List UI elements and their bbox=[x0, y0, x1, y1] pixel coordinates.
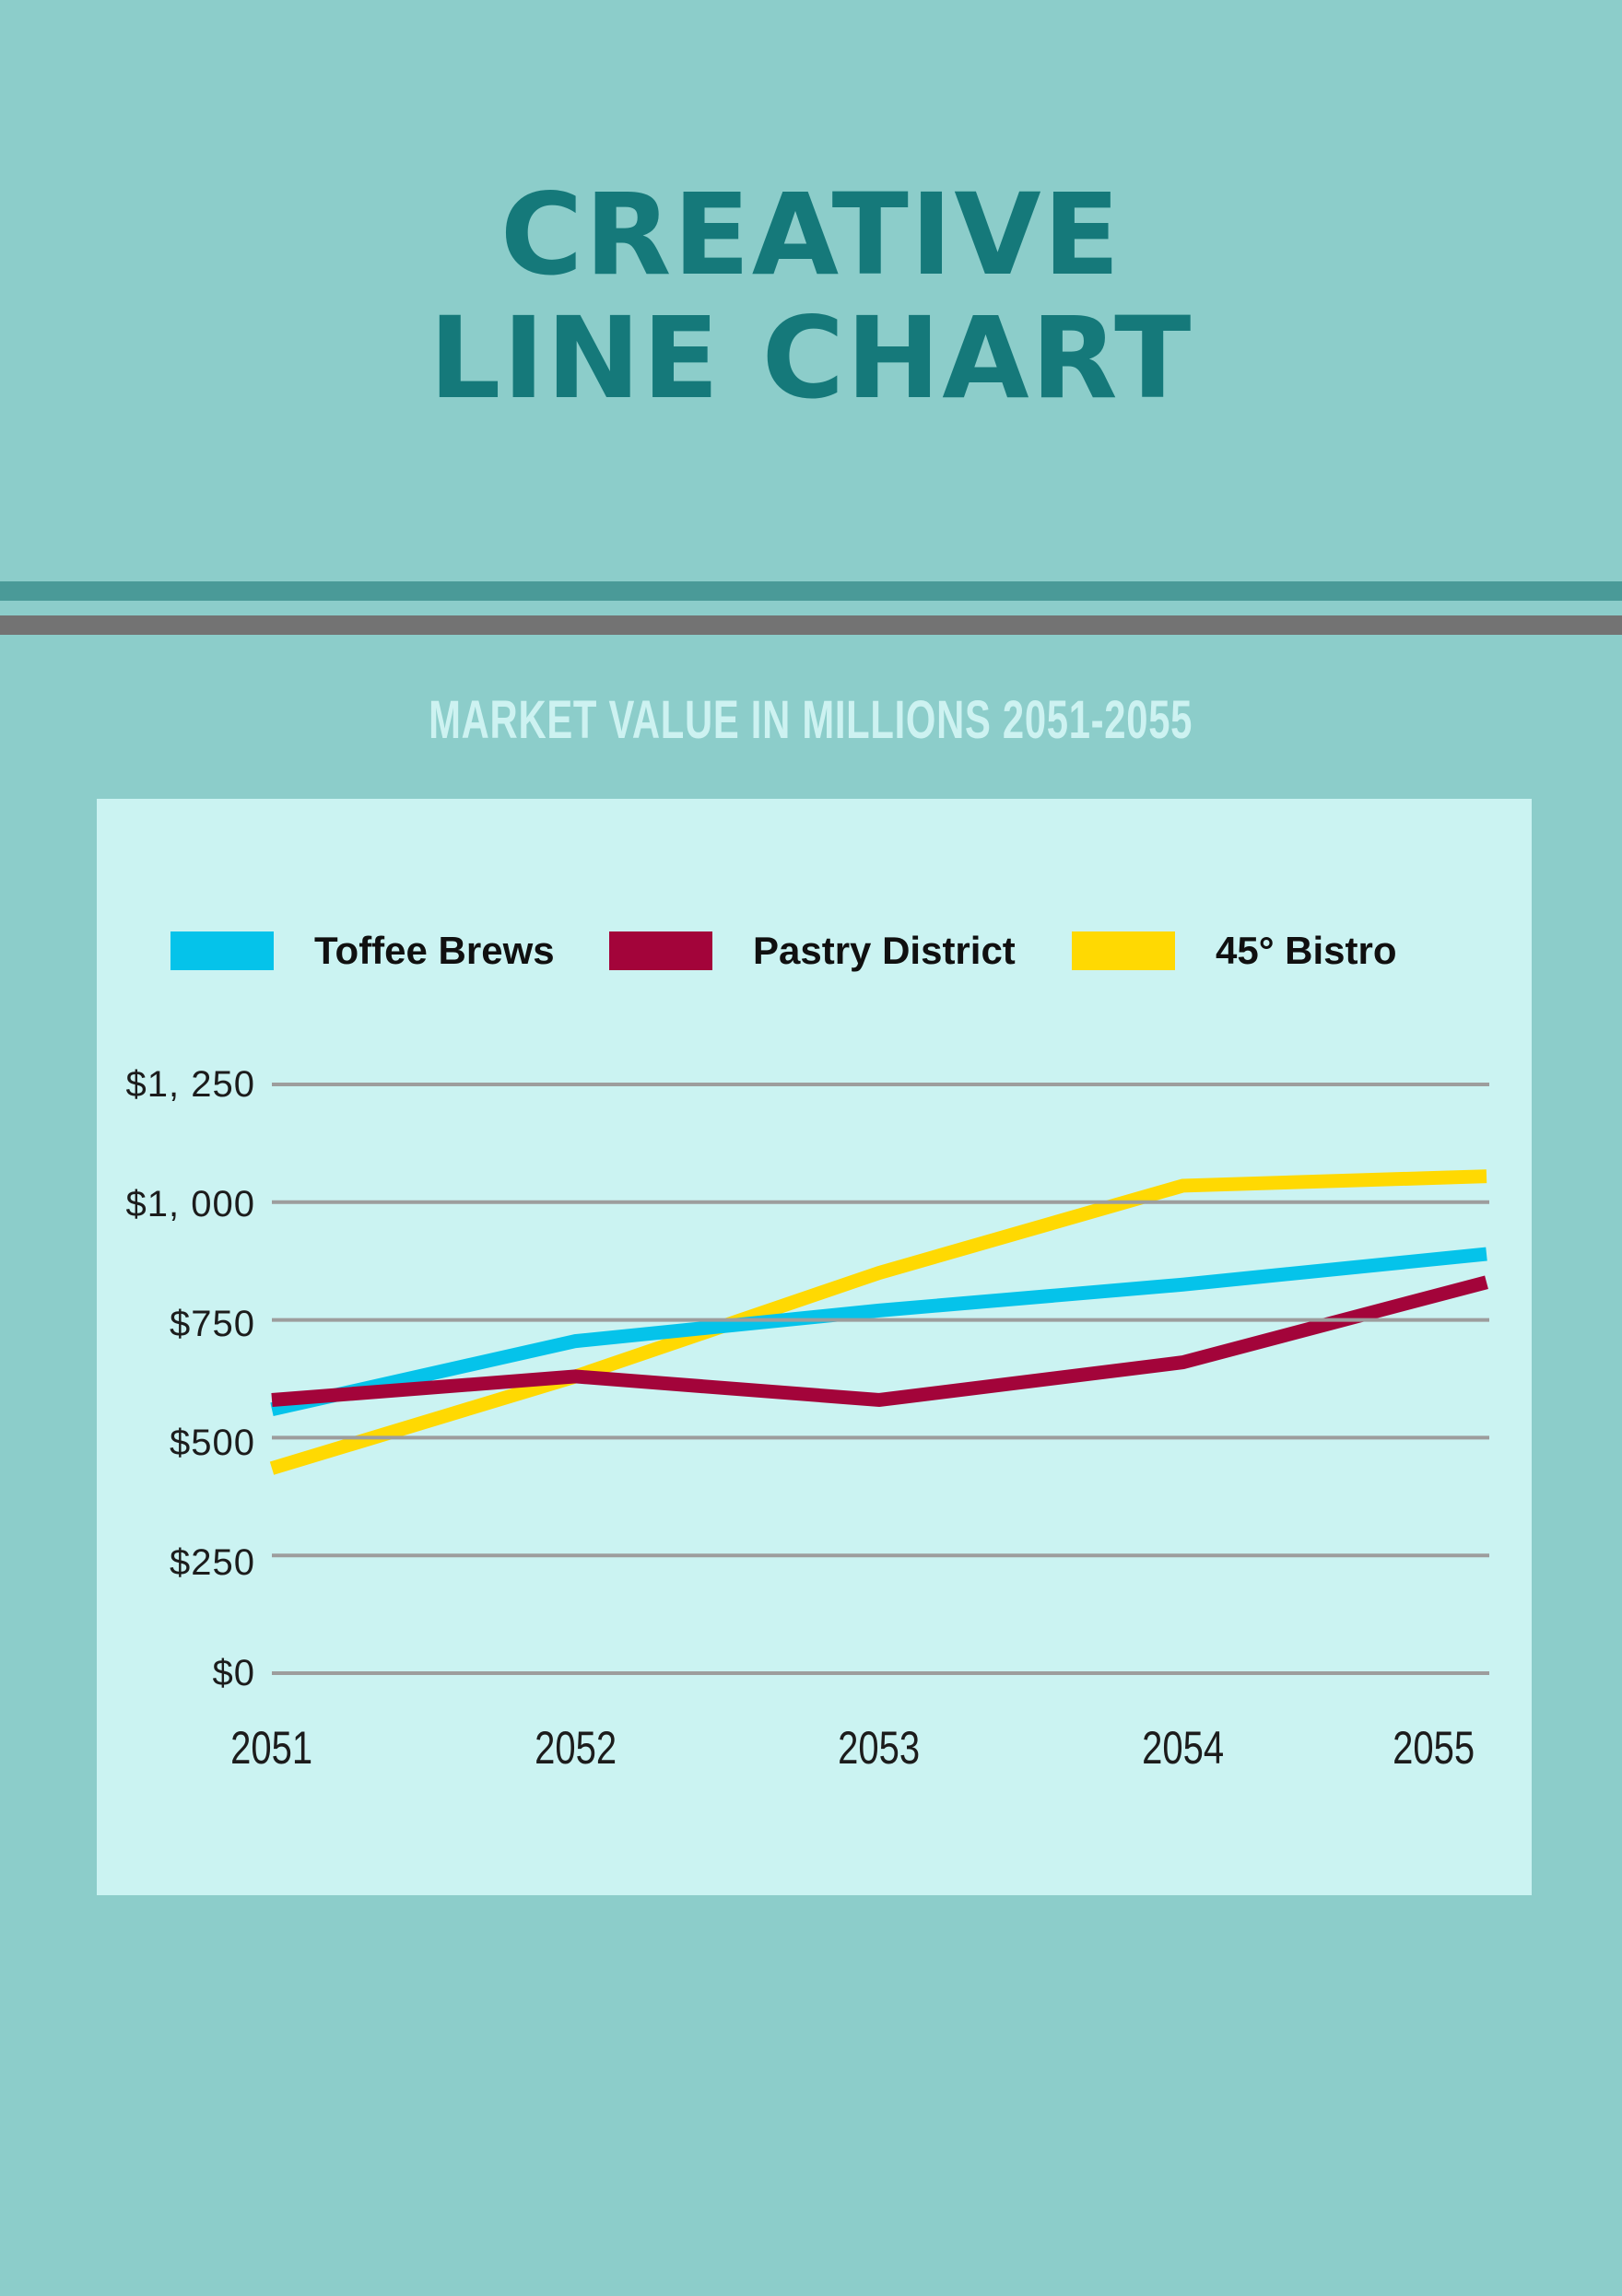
chart-subtitle: MARKET VALUE IN MILLIONS 2051-2055 bbox=[0, 691, 1622, 750]
y-axis-label-1000: $1, 000 bbox=[125, 1184, 255, 1224]
chart-panel: Toffee Brews Pastry District 45° Bistro … bbox=[97, 799, 1532, 1895]
series-line-45-bistro bbox=[269, 1169, 1487, 1475]
y-axis-label-750: $750 bbox=[170, 1304, 255, 1344]
legend-item-pastry-district: Pastry District bbox=[609, 929, 1016, 973]
line-chart-svg bbox=[269, 1083, 1489, 1675]
divider-bar-gray bbox=[0, 615, 1622, 635]
y-axis-label-0: $0 bbox=[212, 1653, 255, 1693]
x-axis-label-2052: 2052 bbox=[535, 1722, 617, 1774]
page-title-line-1: CREATIVE bbox=[500, 170, 1122, 300]
y-axis-label-500: $500 bbox=[170, 1423, 255, 1463]
y-axis-label-250: $250 bbox=[170, 1542, 255, 1583]
y-axis-label-1250: $1, 250 bbox=[125, 1064, 255, 1105]
legend-item-toffee-brews: Toffee Brews bbox=[170, 929, 555, 973]
legend-label-45-bistro: 45° Bistro bbox=[1216, 929, 1397, 972]
legend-swatch-toffee-brews bbox=[170, 931, 274, 970]
legend-item-45-bistro: 45° Bistro bbox=[1072, 929, 1397, 973]
legend-label-pastry-district: Pastry District bbox=[753, 929, 1016, 972]
legend-swatch-pastry-district bbox=[609, 931, 712, 970]
x-axis-label-2053: 2053 bbox=[838, 1722, 921, 1774]
page-title-line-2: LINE CHART bbox=[429, 293, 1193, 424]
x-axis-label-2051: 2051 bbox=[230, 1722, 313, 1774]
legend-swatch-45-bistro bbox=[1072, 931, 1175, 970]
x-axis-label-2055: 2055 bbox=[1393, 1722, 1475, 1774]
divider-bar-teal bbox=[0, 581, 1622, 601]
x-axis-label-2054: 2054 bbox=[1142, 1722, 1225, 1774]
series-line-pastry-district bbox=[271, 1275, 1488, 1408]
chart-subtitle-text: MARKET VALUE IN MILLIONS 2051-2055 bbox=[429, 690, 1193, 750]
page-title: CREATIVE LINE CHART bbox=[0, 173, 1622, 420]
legend-label-toffee-brews: Toffee Brews bbox=[314, 929, 555, 972]
series-line-toffee-brews bbox=[270, 1247, 1487, 1417]
